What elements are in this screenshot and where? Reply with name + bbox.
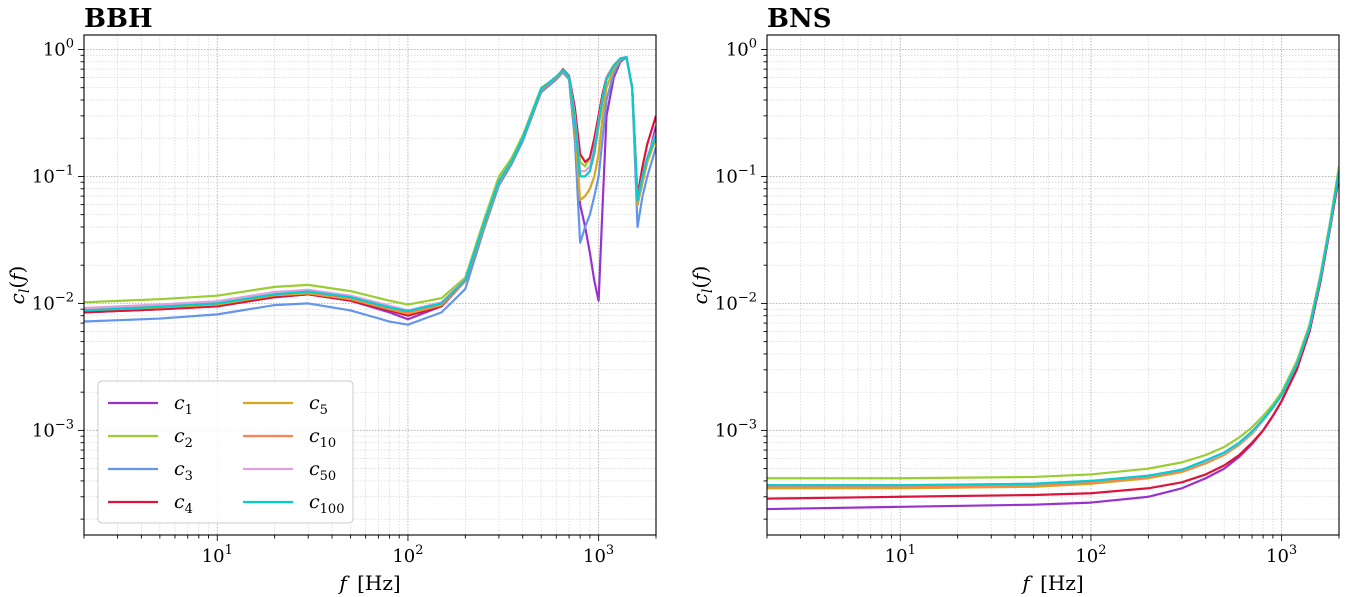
x-tick-label: 101 bbox=[202, 543, 233, 567]
grid bbox=[766, 35, 1340, 535]
legend-label: c1 bbox=[174, 392, 193, 418]
legend-label: c100 bbox=[309, 491, 344, 517]
legend: c1 c2 c3 c4 c5 c10 c50 c100 bbox=[97, 380, 354, 524]
x-tick-label: 102 bbox=[392, 543, 423, 567]
legend-label: c3 bbox=[174, 458, 193, 484]
series-group bbox=[84, 56, 656, 326]
x-tick-label: 101 bbox=[885, 543, 916, 567]
panel-bbh: 101 102 103 10−3 10−2 10−1 100 BBH f [Hz] cl(f) c1… bbox=[5, 4, 657, 595]
legend-label: c4 bbox=[174, 491, 193, 517]
series-line-c3 bbox=[84, 56, 656, 326]
grid bbox=[83, 35, 657, 535]
series-line-c1 bbox=[767, 176, 1339, 511]
chart-title: BNS bbox=[767, 4, 832, 34]
y-tick-label: 10−3 bbox=[715, 417, 757, 441]
y-axis-label: cl(f) bbox=[5, 266, 33, 305]
y-tick-label: 10−1 bbox=[715, 163, 757, 187]
series-group bbox=[767, 166, 1339, 511]
legend-label: c50 bbox=[309, 458, 336, 484]
y-axis-label: cl(f) bbox=[688, 266, 716, 305]
y-tick-label: 10−2 bbox=[715, 290, 757, 314]
panel-bns: 101 102 103 10−3 10−2 10−1 100 BNS f [Hz] cl(f) bbox=[688, 4, 1340, 595]
x-axis-label: f [Hz] bbox=[337, 571, 400, 595]
y-tick-label: 10−2 bbox=[32, 290, 74, 314]
legend-label: c2 bbox=[174, 425, 193, 451]
series-line-c5 bbox=[84, 56, 656, 315]
plot-frame bbox=[766, 34, 1340, 536]
legend-label: c5 bbox=[309, 392, 328, 418]
series-line-c100 bbox=[767, 171, 1339, 487]
series-line-c3 bbox=[767, 171, 1339, 488]
y-tick-label: 10−3 bbox=[32, 417, 74, 441]
legend-label: c10 bbox=[309, 425, 336, 451]
series-line-c100 bbox=[84, 56, 656, 313]
x-tick-label: 103 bbox=[1266, 543, 1297, 567]
x-tick-label: 103 bbox=[583, 543, 614, 567]
chart-title: BBH bbox=[84, 4, 153, 34]
series-line-c10 bbox=[767, 171, 1339, 488]
legend-box bbox=[97, 380, 354, 524]
y-tick-label: 100 bbox=[726, 36, 757, 60]
y-tick-label: 100 bbox=[43, 36, 74, 60]
series-line-c50 bbox=[767, 171, 1339, 487]
plot-frame bbox=[83, 34, 657, 536]
y-tick-label: 10−1 bbox=[32, 163, 74, 187]
x-tick-label: 102 bbox=[1075, 543, 1106, 567]
x-axis-label: f [Hz] bbox=[1020, 571, 1083, 595]
